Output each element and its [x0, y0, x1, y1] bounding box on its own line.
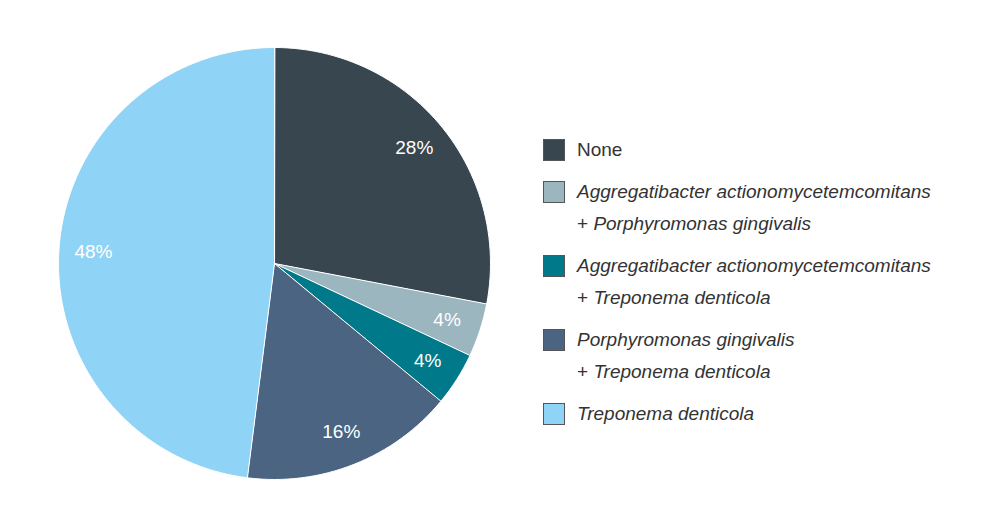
html-text:Treponema denticola: Treponema denticola: [577, 403, 755, 424]
html-text:Aggregatibacter actionomycetem: Aggregatibacter actionomycetemcomitans: [577, 181, 931, 202]
svg-text:4%: 4%: [433, 309, 461, 330]
html-text:Aggregatibacter actionomycetem: Aggregatibacter actionomycetemcomitans: [577, 255, 931, 276]
html-text:+ Porphyromonas gingivalis: + Porphyromonas gingivalis: [577, 213, 811, 234]
html-text:Porphyromonas gingivalis: Porphyromonas gingivalis: [577, 329, 795, 350]
svg-text:48%: 48%: [74, 241, 112, 262]
svg-text:28%: 28%: [395, 137, 433, 158]
html-text:+ Treponema denticola: + Treponema denticola: [577, 361, 771, 382]
svg-text:4%: 4%: [414, 350, 442, 371]
html-text:+ Treponema denticola: + Treponema denticola: [577, 287, 771, 308]
svg-text:16%: 16%: [322, 421, 360, 442]
html-text:None: None: [577, 139, 623, 160]
